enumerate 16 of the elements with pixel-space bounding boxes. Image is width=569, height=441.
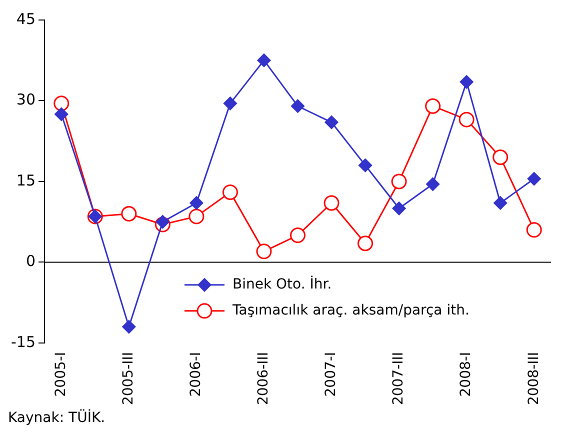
x-tick-label: 2006-I (188, 352, 204, 397)
x-tick-label: 2006-III (256, 352, 272, 406)
y-tick-label: -15 (11, 332, 36, 351)
x-tick-label: 2008-III (526, 352, 542, 406)
legend-label: Taşımacılık araç. aksam/parça ith. (232, 302, 470, 319)
x-tick-label: 2005-I (53, 352, 70, 397)
y-tick-label: 30 (16, 90, 36, 109)
x-tick-label: 2005-III (120, 352, 137, 406)
text: Kaynak: TÜİK. (8, 410, 106, 426)
x-tick-label: 2007-III (390, 352, 407, 406)
x-tick-label: 2008-I (458, 352, 474, 397)
y-tick-label: 0 (26, 252, 36, 270)
y-tick-label: 45 (16, 10, 36, 28)
y-tick-label: 15 (16, 171, 36, 190)
x-tick-label: 2007-I (323, 352, 340, 397)
legend-label: Binek Oto. İhr. (232, 276, 332, 293)
